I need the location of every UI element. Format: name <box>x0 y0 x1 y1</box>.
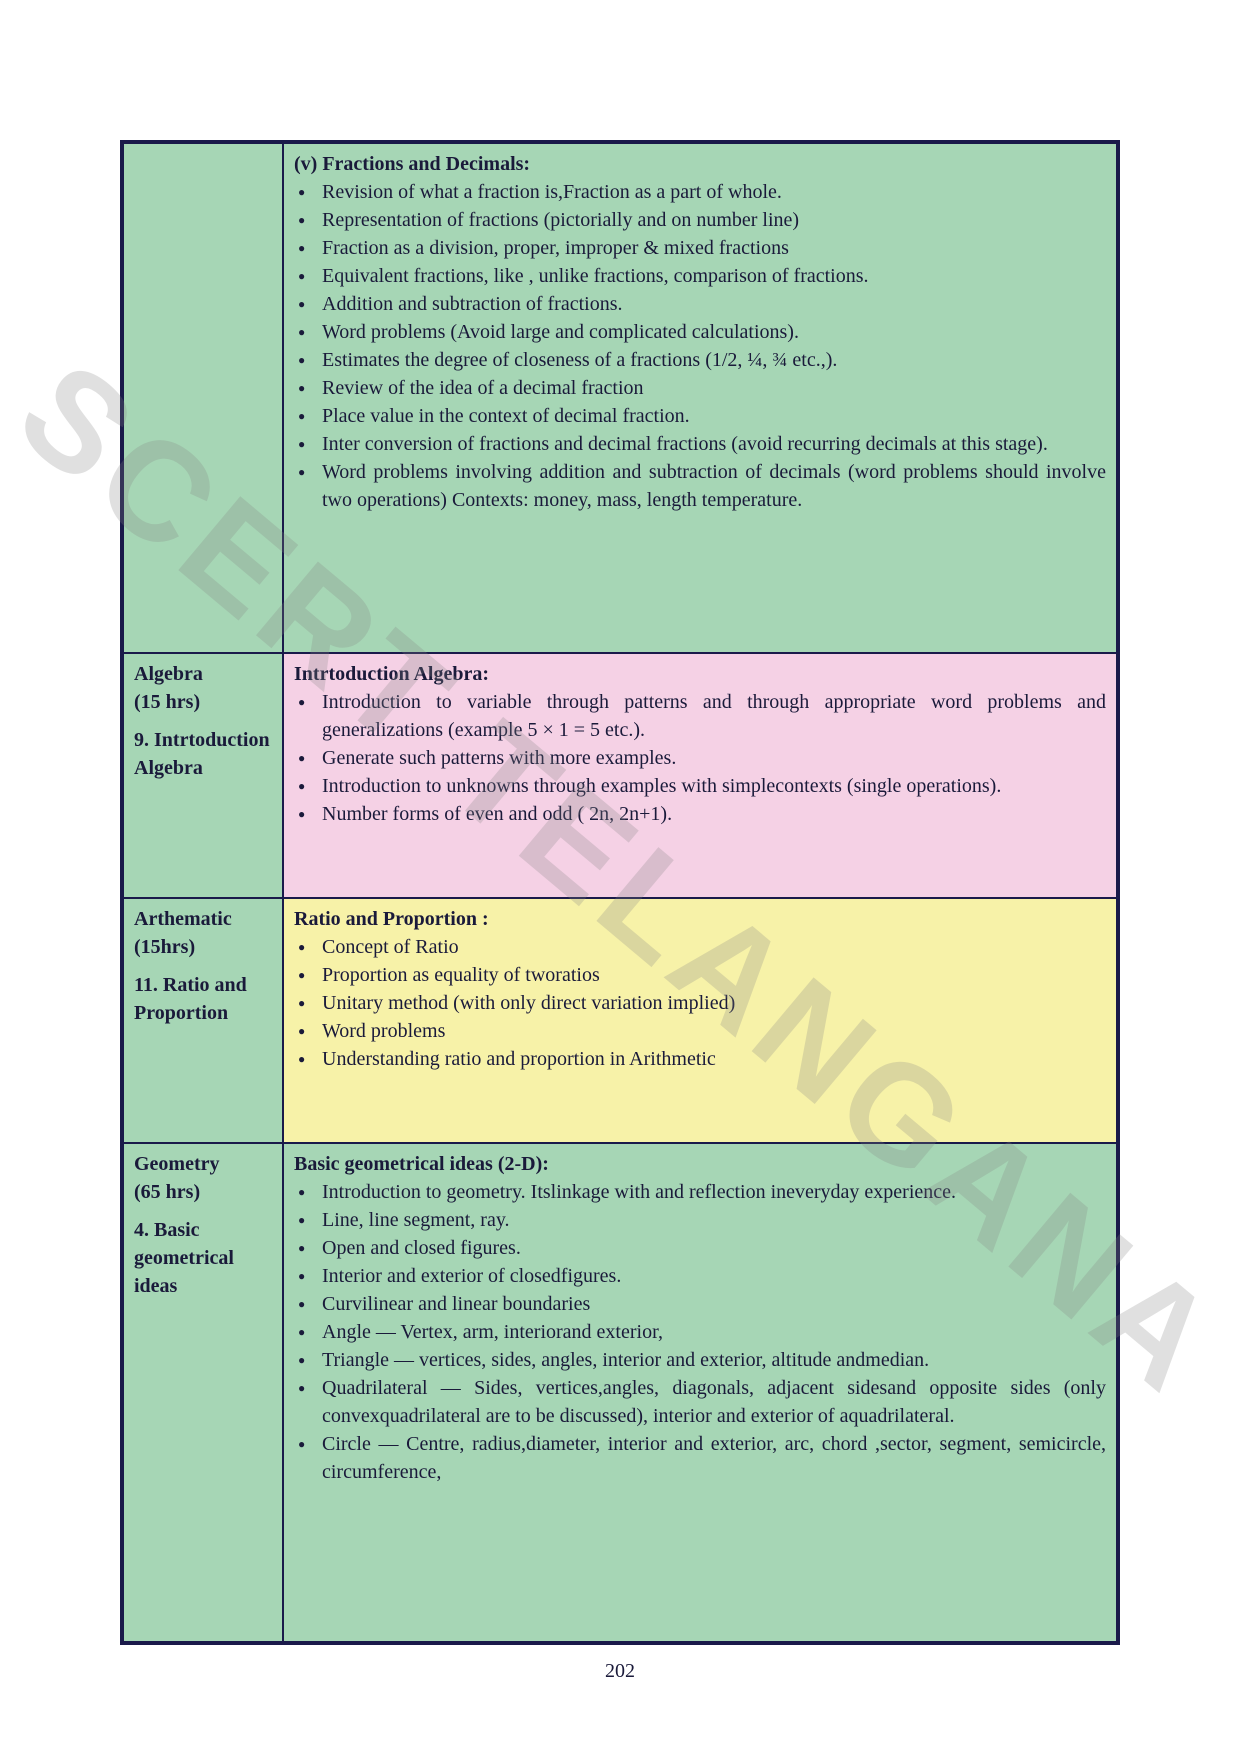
right-cell-geometry: Basic geometrical ideas (2-D): Introduct… <box>283 1143 1117 1642</box>
page-number: 202 <box>120 1660 1120 1683</box>
list-item: Proportion as equality of tworatios <box>312 961 1106 989</box>
list-item: Word problems involving addition and sub… <box>312 458 1106 514</box>
list-item: Equivalent fractions, like , unlike frac… <box>312 262 1106 290</box>
list-item: Word problems <box>312 1017 1106 1045</box>
left-cell-empty <box>123 143 283 653</box>
table-row: Arthematic (15hrs) 11. Ratio and Proport… <box>123 898 1117 1143</box>
list-item: Addition and subtraction of fractions. <box>312 290 1106 318</box>
list-item: Unitary method (with only direct variati… <box>312 989 1106 1017</box>
section-heading: Ratio and Proportion : <box>294 905 1106 933</box>
list-item: Concept of Ratio <box>312 933 1106 961</box>
topic-hours: (65 hrs) <box>134 1178 272 1206</box>
topic-title: Arthematic <box>134 905 272 933</box>
list-item: Interior and exterior of closedfigures. <box>312 1262 1106 1290</box>
topic-hours: (15 hrs) <box>134 688 272 716</box>
left-cell-algebra: Algebra (15 hrs) 9. Intrtoduction Algebr… <box>123 653 283 898</box>
curriculum-table: (v) Fractions and Decimals: Revision of … <box>122 142 1118 1643</box>
bullet-list: Concept of Ratio Proportion as equality … <box>294 933 1106 1073</box>
list-item: Introduction to geometry. Itslinkage wit… <box>312 1178 1106 1206</box>
bullet-list: Introduction to variable through pattern… <box>294 688 1106 828</box>
list-item: Place value in the context of decimal fr… <box>312 402 1106 430</box>
list-item: Number forms of even and odd ( 2n, 2n+1)… <box>312 800 1106 828</box>
list-item: Quadrilateral — Sides, vertices,angles, … <box>312 1374 1106 1430</box>
list-item: Open and closed figures. <box>312 1234 1106 1262</box>
bullet-list: Revision of what a fraction is,Fraction … <box>294 178 1106 514</box>
list-item: Introduction to unknowns through example… <box>312 772 1106 800</box>
list-item: Representation of fractions (pictorially… <box>312 206 1106 234</box>
topic-title: Geometry <box>134 1150 272 1178</box>
list-item: Line, line segment, ray. <box>312 1206 1106 1234</box>
bullet-list: Introduction to geometry. Itslinkage wit… <box>294 1178 1106 1486</box>
list-item: Generate such patterns with more example… <box>312 744 1106 772</box>
right-cell-fractions: (v) Fractions and Decimals: Revision of … <box>283 143 1117 653</box>
topic-number: 4. Basic geometrical ideas <box>134 1216 272 1300</box>
list-item: Fraction as a division, proper, improper… <box>312 234 1106 262</box>
section-heading: (v) Fractions and Decimals: <box>294 150 1106 178</box>
page-border: (v) Fractions and Decimals: Revision of … <box>120 140 1120 1645</box>
left-cell-geometry: Geometry (65 hrs) 4. Basic geometrical i… <box>123 1143 283 1642</box>
right-cell-algebra: Intrtoduction Algebra: Introduction to v… <box>283 653 1117 898</box>
left-cell-arithmetic: Arthematic (15hrs) 11. Ratio and Proport… <box>123 898 283 1143</box>
list-item: Estimates the degree of closeness of a f… <box>312 346 1106 374</box>
list-item: Revision of what a fraction is,Fraction … <box>312 178 1106 206</box>
section-heading: Basic geometrical ideas (2-D): <box>294 1150 1106 1178</box>
topic-title: Algebra <box>134 660 272 688</box>
table-row: (v) Fractions and Decimals: Revision of … <box>123 143 1117 653</box>
right-cell-ratio: Ratio and Proportion : Concept of Ratio … <box>283 898 1117 1143</box>
list-item: Introduction to variable through pattern… <box>312 688 1106 744</box>
topic-number: 11. Ratio and Proportion <box>134 971 272 1027</box>
topic-number: 9. Intrtoduction Algebra <box>134 726 272 782</box>
table-row: Geometry (65 hrs) 4. Basic geometrical i… <box>123 1143 1117 1642</box>
list-item: Circle — Centre, radius,diameter, interi… <box>312 1430 1106 1486</box>
list-item: Word problems (Avoid large and complicat… <box>312 318 1106 346</box>
section-heading: Intrtoduction Algebra: <box>294 660 1106 688</box>
list-item: Triangle — vertices, sides, angles, inte… <box>312 1346 1106 1374</box>
list-item: Understanding ratio and proportion in Ar… <box>312 1045 1106 1073</box>
topic-hours: (15hrs) <box>134 933 272 961</box>
list-item: Angle — Vertex, arm, interiorand exterio… <box>312 1318 1106 1346</box>
list-item: Inter conversion of fractions and decima… <box>312 430 1106 458</box>
list-item: Curvilinear and linear boundaries <box>312 1290 1106 1318</box>
table-row: Algebra (15 hrs) 9. Intrtoduction Algebr… <box>123 653 1117 898</box>
list-item: Review of the idea of a decimal fraction <box>312 374 1106 402</box>
